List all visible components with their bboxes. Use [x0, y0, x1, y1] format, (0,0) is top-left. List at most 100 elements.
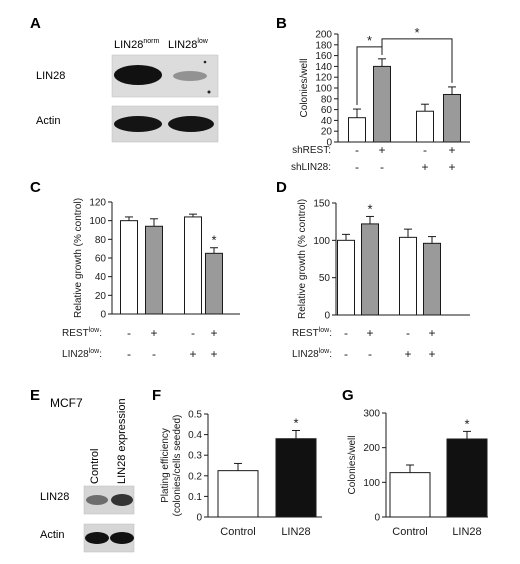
panel-a: A LIN28norm LIN28low LIN28 Actin	[30, 15, 219, 143]
condition-sign: +	[210, 326, 217, 340]
condition-sign: -	[380, 160, 384, 174]
y-axis-label: Relative growth (% control)	[297, 199, 308, 319]
y-tick-label: 100	[315, 84, 332, 95]
condition-label-base: REST	[292, 328, 319, 339]
y-tick-label: 120	[315, 73, 332, 84]
significance-asterisk: *	[367, 201, 372, 216]
bar	[275, 438, 317, 518]
significance-asterisk: *	[211, 233, 216, 248]
bar	[184, 216, 202, 315]
y-tick-label: 20	[95, 291, 107, 302]
blot-a-row-label-actin: Actin	[36, 115, 60, 127]
bar	[217, 470, 259, 518]
significance-asterisk: *	[367, 33, 372, 48]
panel-c-letter: C	[30, 179, 41, 196]
y-tick-label: 100	[313, 236, 330, 247]
y-axis-label-line: (colonies/cells seeded)	[172, 415, 183, 517]
condition-label-suffix: :	[99, 328, 102, 339]
panel-b-letter: B	[276, 15, 287, 32]
y-tick-label: 40	[321, 116, 333, 127]
y-tick-label: 180	[315, 40, 332, 51]
x-category-label: LIN28	[281, 526, 310, 538]
bar	[399, 236, 417, 316]
bar	[120, 220, 138, 315]
y-tick-label: 80	[95, 235, 107, 246]
condition-label-base: LIN28	[292, 349, 319, 360]
significance-asterisk: *	[293, 415, 298, 430]
bar	[205, 252, 223, 315]
condition-label-base: shREST:	[292, 145, 331, 156]
blot-a-lin28-band-norm	[114, 65, 162, 85]
y-tick-label: 60	[321, 105, 333, 116]
condition-label-suffix: :	[99, 349, 102, 360]
y-tick-label: 150	[313, 199, 330, 210]
y-axis-label: Plating efficiency(colonies/cells seeded…	[160, 415, 183, 517]
condition-sign: +	[366, 326, 373, 340]
x-category-label: LIN28	[452, 526, 481, 538]
blot-e-actin-band-expression	[110, 532, 134, 544]
condition-sign: +	[404, 347, 411, 361]
blot-e-col-label-1: Control	[89, 449, 101, 484]
condition-sign: +	[448, 160, 455, 174]
condition-label: LIN28low:	[62, 348, 102, 360]
bar	[348, 117, 366, 143]
y-tick-label: 120	[89, 198, 106, 209]
bar	[443, 93, 461, 143]
blot-a-speck	[207, 90, 211, 94]
x-category-label: Control	[392, 526, 427, 538]
y-tick-label: 0	[196, 513, 202, 524]
condition-label-base: REST	[62, 328, 89, 339]
condition-sign: -	[127, 326, 131, 340]
condition-label: shREST:	[292, 145, 331, 156]
y-tick-label: 0	[374, 513, 380, 524]
condition-sign: +	[210, 347, 217, 361]
blot-a-lin28-band-low	[173, 71, 207, 81]
condition-sign: +	[448, 143, 455, 157]
y-tick-label: 20	[321, 127, 333, 138]
y-axis-label: Colonies/well	[299, 59, 310, 118]
blot-a-speck	[203, 60, 207, 64]
blot-a-col-label-1: LIN28norm	[114, 38, 159, 51]
blot-e-lin28-band-control	[86, 495, 108, 505]
condition-label-base: LIN28	[62, 349, 89, 360]
bar	[337, 239, 355, 316]
condition-sign: -	[127, 347, 131, 361]
blot-e-col-label-2: LIN28 expression	[116, 398, 128, 484]
condition-sign: +	[421, 160, 428, 174]
panel-d: D 0 50 100 150 Relative growth (% control) * R…	[276, 179, 470, 361]
panel-c: C 0 20 40 60 80 100 120 Relative growth (% cont…	[30, 179, 240, 361]
panel-e: E MCF7 Control LIN28 expression LIN28 Ac…	[30, 387, 135, 553]
blot-e-row-label-actin: Actin	[40, 529, 64, 541]
bar	[373, 65, 391, 143]
y-tick-label: 0.3	[188, 451, 202, 462]
condition-sign: -	[191, 326, 195, 340]
bar	[389, 472, 431, 518]
y-tick-label: 0	[100, 310, 106, 321]
blot-a-actin-band-low	[168, 116, 214, 132]
panel-a-letter: A	[30, 15, 41, 32]
panel-f: F 0 0.1 0.2 0.3 0.4 0.5 Plating efficiency(col…	[152, 387, 322, 538]
blot-e-lin28-band-expression	[111, 494, 133, 506]
condition-sign: -	[368, 347, 372, 361]
y-tick-label: 50	[319, 273, 331, 284]
condition-label: RESTlow:	[292, 327, 332, 339]
y-tick-label: 100	[363, 478, 380, 489]
condition-label-sup: low	[89, 348, 100, 355]
condition-sign: +	[378, 143, 385, 157]
condition-label-sup: low	[319, 327, 330, 334]
blot-a-col-label-2-base: LIN28	[168, 39, 197, 51]
panel-d-letter: D	[276, 179, 287, 196]
condition-sign: -	[355, 143, 359, 157]
y-tick-label: 200	[315, 30, 332, 41]
condition-sign: -	[344, 347, 348, 361]
y-tick-label: 0	[326, 138, 332, 149]
condition-sign: -	[152, 347, 156, 361]
panel-g: G 0 100 200 300 Colonies/well * Control LIN28	[342, 387, 488, 538]
bar	[145, 225, 163, 315]
y-tick-label: 80	[321, 94, 333, 105]
blot-a-actin-band-norm	[114, 116, 162, 132]
y-tick-label: 160	[315, 51, 332, 62]
